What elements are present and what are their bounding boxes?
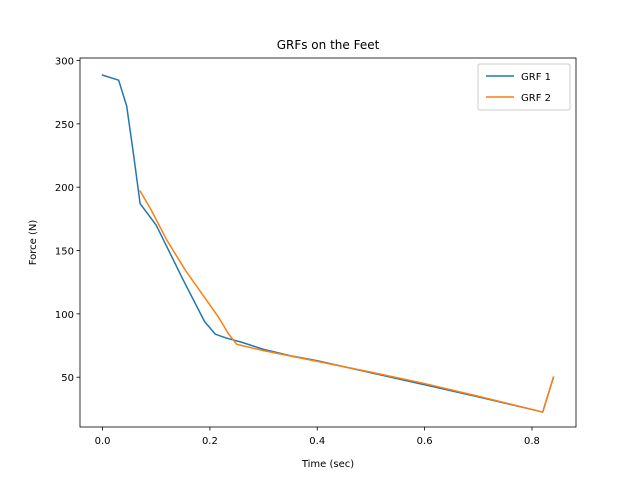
- plot-area: [80, 58, 576, 427]
- plot-background: [80, 58, 576, 427]
- legend-label: GRF 2: [521, 93, 551, 104]
- x-tick-label: 0.6: [417, 436, 433, 447]
- ticks-layer: 0.0 0.2 0.4 0.6 0.8 50 100 150 200 250 300: [55, 57, 540, 447]
- y-tick-label: 150: [55, 247, 74, 258]
- x-tick-label: 0.0: [95, 436, 111, 447]
- x-tick-label: 0.2: [202, 436, 218, 447]
- series-line-2: [139, 189, 555, 413]
- y-tick-label: 250: [55, 120, 74, 131]
- legend-label: GRF 1: [521, 72, 551, 83]
- y-tick-label: 300: [55, 57, 74, 68]
- series-layer: [101, 74, 555, 413]
- x-tick-label: 0.8: [524, 436, 540, 447]
- x-tick-label: 0.4: [309, 436, 325, 447]
- axes-layer: [79, 57, 577, 428]
- legend: GRF 1 GRF 2: [477, 63, 571, 111]
- chart-title: GRFs on the Feet: [277, 38, 380, 52]
- y-tick-label: 50: [61, 373, 74, 384]
- series-line-1: [101, 74, 555, 413]
- y-tick-label: 100: [55, 310, 74, 321]
- y-tick-label: 200: [55, 183, 74, 194]
- y-axis-label: Force (N): [28, 220, 39, 266]
- x-axis-label: Time (sec): [301, 459, 354, 470]
- axes-frame: [79, 57, 577, 428]
